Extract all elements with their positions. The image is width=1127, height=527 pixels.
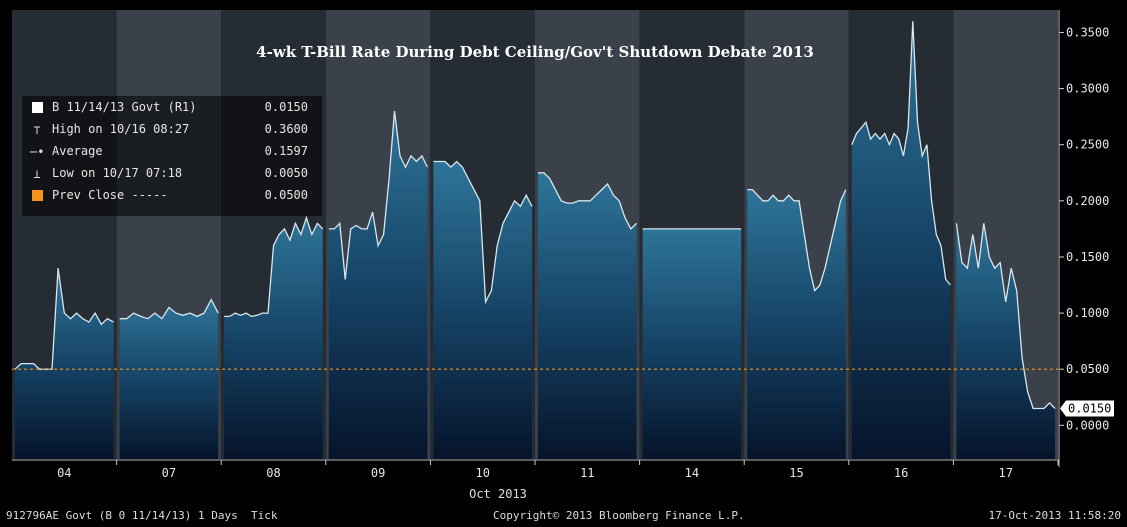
area-segment: [119, 299, 219, 459]
area-segment: [15, 268, 114, 459]
y-tick-label: 0.0500: [1066, 362, 1109, 376]
series-line: [747, 188, 847, 292]
x-tick-label: 16: [894, 466, 908, 480]
legend-label: Prev Close -----: [52, 188, 168, 202]
area-layer: [14, 21, 1056, 460]
y-tick-label: 0.0000: [1066, 418, 1109, 432]
y-tick-label: 0.3000: [1066, 82, 1109, 96]
x-tick-label: 17: [998, 466, 1012, 480]
last-value-label: 0.0150: [1060, 400, 1114, 417]
x-tick-label: 08: [266, 466, 280, 480]
area-segment: [328, 111, 428, 459]
legend-value: 0.0500: [264, 188, 308, 202]
series-line: [851, 21, 951, 286]
x-tick-label: 10: [475, 466, 489, 480]
legend-row-high: ⊤ High on 10/16 08:27 0.3600: [22, 120, 322, 140]
series-line: [538, 172, 638, 230]
area-segment: [747, 189, 846, 459]
area-segment: [538, 172, 637, 460]
legend-label: Low on 10/17 07:18: [52, 166, 183, 180]
legend: B 11/14/13 Govt (R1) 0.0150 ⊤ High on 10…: [22, 96, 322, 216]
series-line: [14, 268, 114, 370]
series-square-icon: [30, 101, 44, 115]
series-line: [328, 110, 428, 280]
area-segment: [433, 161, 532, 459]
series-line: [119, 298, 219, 320]
legend-label: High on 10/16 08:27: [52, 122, 190, 136]
legend-row-low: ⊥ Low on 10/17 07:18 0.0050: [22, 164, 322, 184]
series-line: [224, 215, 324, 318]
average-marker-icon: ─•: [30, 145, 45, 159]
area-segment: [224, 217, 323, 459]
x-tick-label: 11: [580, 466, 594, 480]
x-tick-label: 15: [789, 466, 803, 480]
high-marker-icon: ⊤: [33, 123, 41, 137]
y-tick-label: 0.2000: [1066, 194, 1109, 208]
low-marker-icon: ⊥: [33, 167, 41, 181]
legend-row-prev-close: Prev Close ----- 0.0500: [22, 186, 322, 206]
legend-label: B 11/14/13 Govt (R1): [52, 100, 197, 114]
y-tick-label: 0.2500: [1066, 138, 1109, 152]
prev-close-square-icon: [30, 189, 44, 203]
x-tick-label: 07: [162, 466, 176, 480]
last-value-tag: [1060, 400, 1114, 417]
legend-row-series: B 11/14/13 Govt (R1) 0.0150: [22, 98, 322, 118]
legend-value: 0.0050: [264, 166, 308, 180]
x-axis: 04 07 08 09 10 11 14 15 16 17: [12, 459, 1059, 480]
chart-title: 4-wk T-Bill Rate During Debt Ceiling/Gov…: [256, 43, 814, 61]
legend-row-average: ─• Average 0.1597: [22, 142, 322, 162]
y-tick-label: 0.1500: [1066, 250, 1109, 264]
area-segment: [642, 228, 742, 459]
footer-timestamp: 17-Oct-2013 11:58:20: [988, 509, 1121, 522]
x-tick-label: 04: [57, 466, 71, 480]
x-tick-label: 14: [685, 466, 699, 480]
footer-copyright: Copyright© 2013 Bloomberg Finance L.P.: [493, 509, 745, 522]
legend-value: 0.1597: [264, 144, 308, 158]
footer-security: 912796AE Govt (B 0 11/14/13) 1 Days Tick: [6, 509, 278, 522]
x-axis-label: Oct 2013: [469, 487, 527, 501]
area-segment: [851, 21, 951, 459]
y-tick-label: 0.1000: [1066, 306, 1109, 320]
y-axis: 0.3500 0.3000 0.2500 0.2000 0.1500 0.1000 0.05…: [1058, 10, 1109, 467]
legend-value: 0.0150: [264, 100, 308, 114]
y-tick-label: 0.3500: [1066, 25, 1109, 39]
series-line: [433, 160, 533, 305]
last-value-text: 0.0150: [1068, 401, 1111, 415]
legend-value: 0.3600: [264, 122, 308, 136]
legend-label: Average: [52, 144, 103, 158]
series-line: [955, 223, 1056, 410]
x-tick-label: 09: [371, 466, 385, 480]
